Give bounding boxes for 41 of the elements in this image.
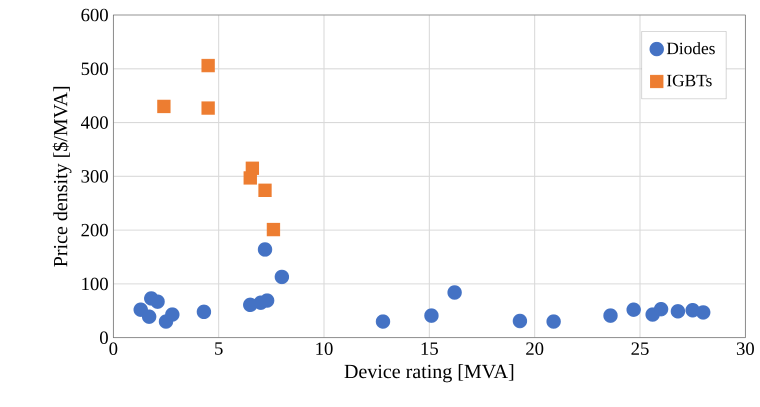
x-tick-label: 30 [736, 342, 754, 355]
point [546, 314, 561, 329]
point [512, 314, 528, 328]
x-tick-label: 15 [422, 342, 438, 355]
point [447, 285, 462, 300]
y-axis-title: Price density [$/MVA] [52, 86, 72, 267]
y-tick-label: 400 [80, 116, 108, 129]
point [196, 304, 212, 320]
y-tick-label: 200 [81, 224, 108, 236]
point [424, 308, 439, 323]
point [258, 184, 272, 197]
y-tick-label: 0 [100, 331, 108, 344]
x-axis-title: Device rating [MVA] [344, 364, 514, 382]
y-tick-label: 600 [81, 8, 108, 22]
point [142, 309, 156, 324]
x-tick-label: 20 [526, 342, 544, 355]
point [201, 101, 215, 115]
x-tick-label: 0 [109, 342, 118, 355]
x-tick-label: 10 [316, 342, 333, 355]
point [696, 305, 710, 320]
point [244, 171, 257, 185]
y-tick-label: 300 [82, 170, 108, 183]
point [258, 242, 272, 257]
point [150, 294, 165, 309]
point [266, 222, 280, 236]
point [626, 302, 641, 317]
legend-label: Diodes [666, 42, 715, 54]
x-tick-label: 25 [631, 342, 649, 355]
point [376, 314, 390, 329]
point [274, 270, 290, 284]
point [260, 293, 274, 308]
x-tick-label: 5 [215, 342, 223, 355]
point [654, 302, 668, 316]
point [165, 307, 180, 322]
point [603, 308, 618, 323]
point [157, 100, 171, 114]
point [201, 58, 215, 72]
y-tick-label: 500 [82, 62, 108, 76]
point [670, 304, 686, 319]
legend-label: IGBTs [666, 74, 712, 86]
y-tick-label: 100 [82, 278, 108, 290]
